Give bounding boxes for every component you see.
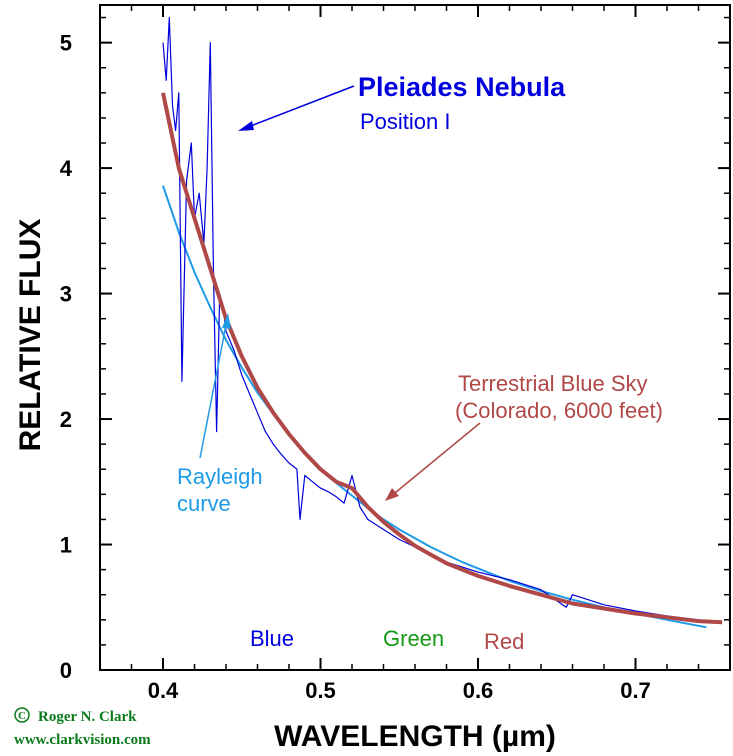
y-axis-title: RELATIVE FLUX — [14, 219, 47, 452]
copyright-icon — [14, 707, 30, 723]
credit-author: Roger N. Clark — [38, 709, 137, 725]
x-tick-label: 0.6 — [463, 678, 494, 703]
pleiades-arrowhead — [238, 121, 254, 131]
band-green-label: Green — [383, 626, 444, 651]
pleiades-title: Pleiades Nebula — [358, 72, 566, 102]
pleiades-arrow — [242, 85, 355, 130]
sky-label-line1: Terrestrial Blue Sky — [458, 371, 648, 396]
plot-frame — [99, 4, 731, 671]
y-tick-label: 2 — [60, 407, 72, 432]
rayleigh-label-line1: Rayleigh — [177, 464, 263, 489]
band-blue-label: Blue — [250, 626, 294, 651]
series-layer — [161, 16, 723, 629]
y-tick-label: 0 — [60, 658, 72, 683]
x-axis-ticks: 0.4 0.5 0.6 0.7 — [99, 5, 731, 703]
rayleigh-arrowhead — [222, 313, 231, 329]
sky-arrowhead — [385, 488, 399, 501]
rayleigh-arrow — [199, 319, 228, 459]
x-tick-label: 0.5 — [305, 678, 336, 703]
sky-series-line — [161, 92, 723, 625]
pleiades-series-line — [162, 16, 723, 623]
y-tick-label: 1 — [60, 533, 72, 558]
x-tick-label: 0.4 — [148, 678, 179, 703]
copyright-symbol: C — [18, 710, 26, 722]
y-tick-label: 4 — [60, 156, 73, 181]
rayleigh-label-line2: curve — [177, 491, 231, 516]
sky-arrow — [389, 422, 481, 498]
y-axis-ticks: 0 1 2 3 4 5 — [60, 16, 730, 683]
x-tick-label: 0.7 — [620, 678, 651, 703]
x-axis-title: WAVELENGTH (µm) — [274, 720, 556, 753]
band-red-label: Red — [484, 629, 524, 654]
sky-label-line2: (Colorado, 6000 feet) — [455, 398, 663, 423]
y-tick-label: 5 — [60, 31, 72, 56]
pleiades-subtitle: Position I — [360, 109, 451, 134]
credit-website: www.clarkvision.com — [14, 732, 151, 748]
y-tick-label: 3 — [60, 282, 72, 307]
